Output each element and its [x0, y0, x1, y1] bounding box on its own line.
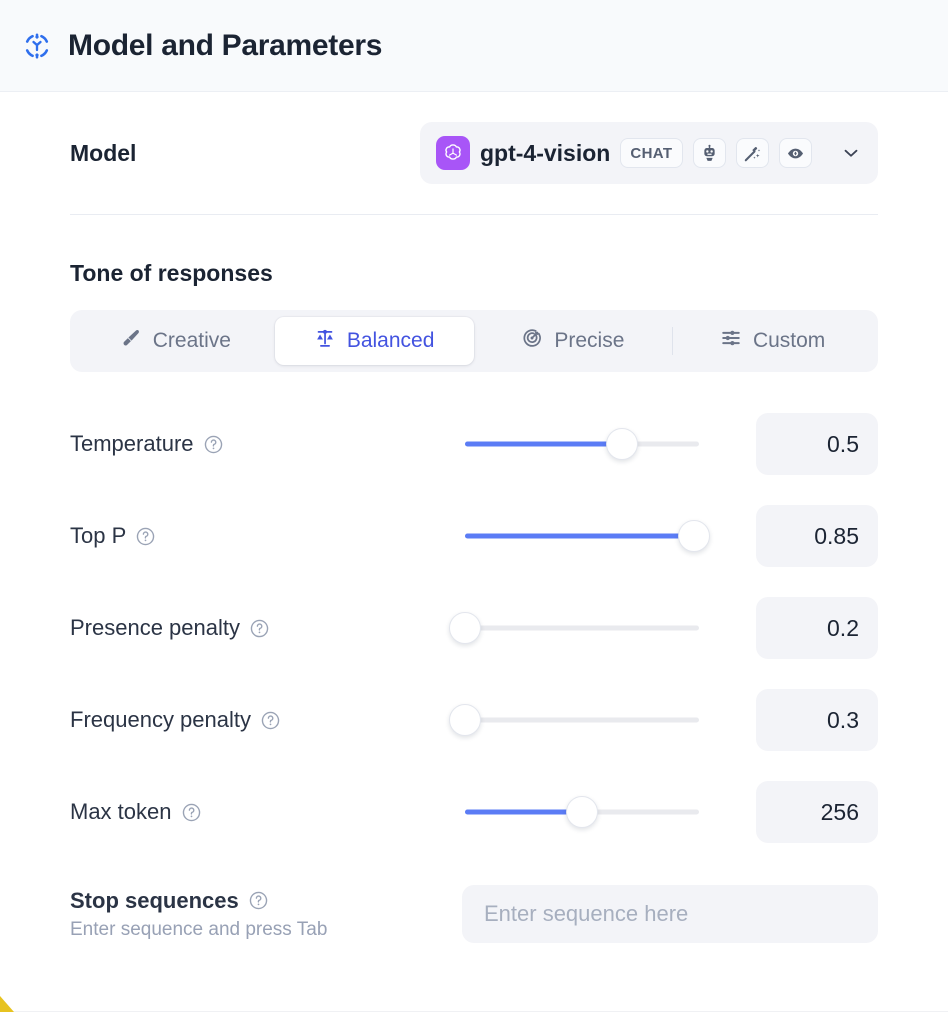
- slider-thumb[interactable]: [449, 612, 481, 644]
- model-network-icon: [22, 31, 52, 61]
- help-circle-icon[interactable]: [203, 434, 224, 455]
- tone-segmented-control: Creative Balanced: [70, 310, 878, 372]
- tone-option-custom[interactable]: Custom: [673, 317, 872, 365]
- parameter-label-group: Presence penalty: [70, 615, 465, 641]
- chevron-down-icon[interactable]: [840, 142, 862, 164]
- parameter-label: Presence penalty: [70, 615, 240, 640]
- stop-sequences-row: Stop sequences Enter sequence and press …: [70, 858, 878, 954]
- segmented-divider: [672, 327, 674, 355]
- parameter-row-max-token: Max token 256: [70, 766, 878, 858]
- value-presence-penalty[interactable]: 0.2: [756, 597, 878, 659]
- slider-temperature[interactable]: [465, 427, 699, 461]
- stop-sequences-label: Stop sequences: [70, 887, 239, 913]
- model-row: Model gpt-4-vision CHAT: [70, 92, 878, 214]
- help-circle-icon[interactable]: [248, 890, 269, 911]
- stop-sequences-hint: Enter sequence and press Tab: [70, 918, 328, 940]
- value-max-token[interactable]: 256: [756, 781, 878, 843]
- help-circle-icon[interactable]: [135, 526, 156, 547]
- help-circle-icon[interactable]: [181, 802, 202, 823]
- slider-track: [465, 625, 699, 631]
- parameter-row-presence-penalty: Presence penalty 0.2: [70, 582, 878, 674]
- tone-option-label: Creative: [152, 329, 231, 352]
- robot-capability-badge: [692, 138, 726, 168]
- sliders-icon: [720, 327, 742, 355]
- slider-fill: [465, 809, 582, 815]
- slider-top-p[interactable]: [465, 519, 711, 553]
- slider-thumb[interactable]: [605, 428, 638, 460]
- parameter-label-group: Top P: [70, 523, 465, 549]
- tone-option-balanced[interactable]: Balanced: [274, 317, 474, 365]
- slider-thumb[interactable]: [566, 796, 598, 828]
- vision-capability-badge: [778, 138, 812, 168]
- help-circle-icon[interactable]: [260, 710, 281, 731]
- model-selector[interactable]: gpt-4-vision CHAT: [420, 122, 878, 184]
- slider-presence-penalty[interactable]: [449, 611, 699, 645]
- magic-wand-capability-badge: [735, 138, 769, 168]
- parameter-label-group: Frequency penalty: [70, 707, 465, 733]
- openai-logo-icon: [436, 136, 470, 170]
- slider-thumb[interactable]: [678, 520, 711, 552]
- slider-frequency-penalty[interactable]: [449, 703, 699, 737]
- parameters-list: Temperature 0.5: [70, 372, 878, 954]
- parameter-label-group: Temperature: [70, 431, 465, 457]
- parameter-label: Top P: [70, 523, 127, 548]
- value-top-p[interactable]: 0.85: [756, 505, 878, 567]
- slider-track: [465, 717, 699, 723]
- stop-sequences-input[interactable]: [462, 885, 878, 943]
- section-divider: [70, 214, 878, 215]
- model-label: Model: [70, 139, 137, 166]
- slider-fill: [465, 533, 695, 539]
- tone-option-creative[interactable]: Creative: [76, 317, 275, 365]
- balance-scales-icon: [314, 327, 336, 355]
- parameter-row-temperature: Temperature 0.5: [70, 398, 878, 490]
- value-temperature[interactable]: 0.5: [756, 413, 878, 475]
- page-title: Model and Parameters: [68, 28, 383, 62]
- parameter-label: Max token: [70, 799, 172, 824]
- tone-section-title: Tone of responses: [70, 260, 273, 286]
- tone-option-precise[interactable]: Precise: [474, 317, 673, 365]
- panel-body: Model gpt-4-vision CHAT: [0, 92, 948, 954]
- slider-max-token[interactable]: [465, 795, 699, 829]
- target-icon: [521, 327, 543, 355]
- value-frequency-penalty[interactable]: 0.3: [756, 689, 878, 751]
- parameter-row-frequency-penalty: Frequency penalty 0.3: [70, 674, 878, 766]
- slider-thumb[interactable]: [449, 704, 481, 736]
- model-name: gpt-4-vision: [480, 139, 611, 166]
- stop-sequences-label-line: Stop sequences: [70, 888, 327, 914]
- chat-badge: CHAT: [620, 138, 683, 168]
- tone-option-label: Custom: [752, 329, 826, 352]
- corner-fragment: [0, 996, 14, 1012]
- parameter-label: Frequency penalty: [70, 707, 251, 732]
- parameter-row-top-p: Top P 0.85: [70, 490, 878, 582]
- slider-fill: [465, 441, 622, 447]
- parameter-label-group: Max token: [70, 799, 465, 825]
- help-circle-icon[interactable]: [249, 618, 270, 639]
- tone-option-label: Precise: [554, 329, 625, 352]
- stop-sequences-label-group: Stop sequences Enter sequence and press …: [70, 888, 327, 941]
- panel-header: Model and Parameters: [0, 0, 948, 92]
- tone-section: Tone of responses Creative: [70, 215, 878, 372]
- parameter-label: Temperature: [70, 431, 194, 456]
- paintbrush-icon: [120, 327, 142, 355]
- tone-option-label: Balanced: [346, 329, 435, 352]
